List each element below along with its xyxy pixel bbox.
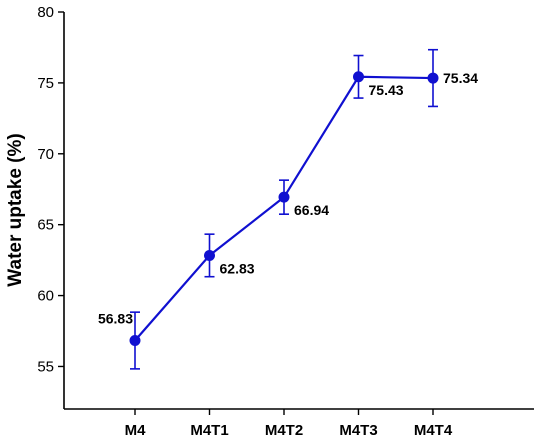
x-tick-label-M4T3: M4T3 (339, 422, 377, 439)
data-label-M4: 56.83 (98, 311, 133, 327)
data-label-M4T1: 62.83 (220, 260, 255, 276)
data-point-M4T3 (353, 71, 364, 83)
data-point-M4 (129, 335, 141, 347)
y-tick-label-75: 75 (37, 75, 54, 92)
x-ticks: M4 M4T1 M4T2 M4T3 M4T4 (125, 409, 453, 439)
axes (63, 12, 534, 410)
y-tick-label-80: 80 (37, 4, 54, 21)
y-ticks: 55 60 65 70 75 80 (37, 4, 64, 375)
data-point-M4T2 (278, 191, 290, 203)
data-label-M4T2: 66.94 (294, 202, 329, 218)
y-tick-label-70: 70 (37, 146, 54, 163)
data-labels: 56.83 62.83 66.94 75.43 75.34 (98, 70, 478, 326)
data-point-M4T4 (427, 72, 439, 84)
x-tick-label-M4T1: M4T1 (190, 422, 228, 439)
series (129, 48, 439, 370)
data-label-M4T3: 75.43 (369, 82, 404, 98)
y-tick-label-60: 60 (37, 288, 54, 305)
y-tick-label-55: 55 (37, 358, 54, 375)
x-tick-label-M4T4: M4T4 (414, 422, 453, 439)
x-tick-label-M4T2: M4T2 (265, 422, 303, 439)
y-tick-label-65: 65 (37, 217, 54, 234)
data-point-M4T1 (204, 249, 215, 261)
data-label-M4T4: 75.34 (443, 70, 478, 86)
x-tick-label-M4: M4 (125, 422, 146, 439)
y-axis-label: Water uptake (%) (5, 133, 26, 286)
